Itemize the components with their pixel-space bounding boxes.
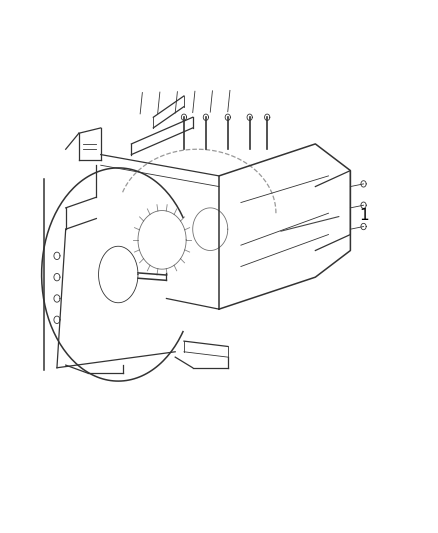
Text: 1: 1 [359, 208, 369, 223]
